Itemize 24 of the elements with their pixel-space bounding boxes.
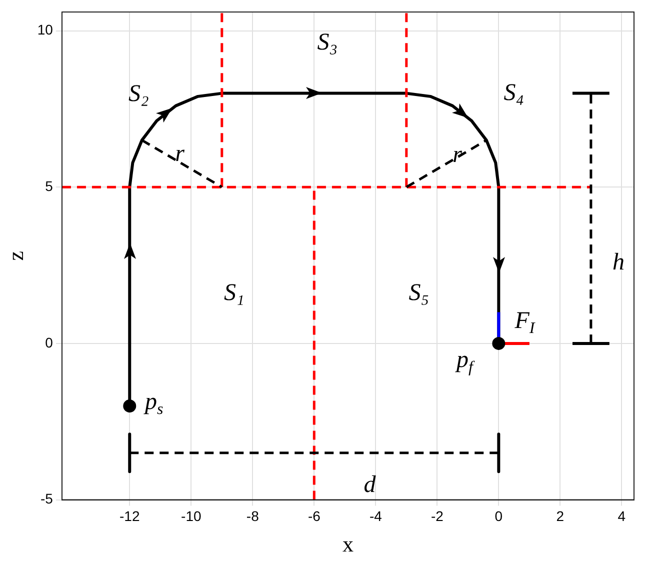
y-tick-label: 10 [37, 22, 54, 38]
annotation: S₃ [317, 30, 338, 56]
x-tick-label: -2 [430, 508, 444, 524]
annotation: S₁ [224, 280, 244, 306]
annotation: S₄ [504, 80, 524, 106]
annotation: r [452, 142, 463, 168]
annotation: S₂ [128, 81, 149, 108]
x-tick-label: 2 [556, 508, 564, 524]
x-tick-label: 4 [618, 508, 626, 524]
x-tick-label: -12 [120, 508, 140, 524]
annotation: r [175, 141, 186, 168]
x-axis-title: x [342, 532, 354, 557]
annotation: d [364, 472, 377, 498]
y-tick-label: 5 [45, 178, 54, 194]
x-tick-label: -4 [369, 508, 382, 524]
y-axis-title: z [2, 250, 28, 261]
annotation: S₅ [408, 280, 430, 306]
x-tick-label: -10 [181, 508, 202, 524]
annotation: h [612, 250, 625, 276]
y-tick-label: -5 [40, 490, 54, 507]
x-tick-label: -8 [246, 508, 260, 524]
x-tick-label: -6 [308, 508, 321, 524]
y-tick-label: 0 [45, 334, 54, 350]
x-tick-label: 0 [494, 508, 503, 524]
